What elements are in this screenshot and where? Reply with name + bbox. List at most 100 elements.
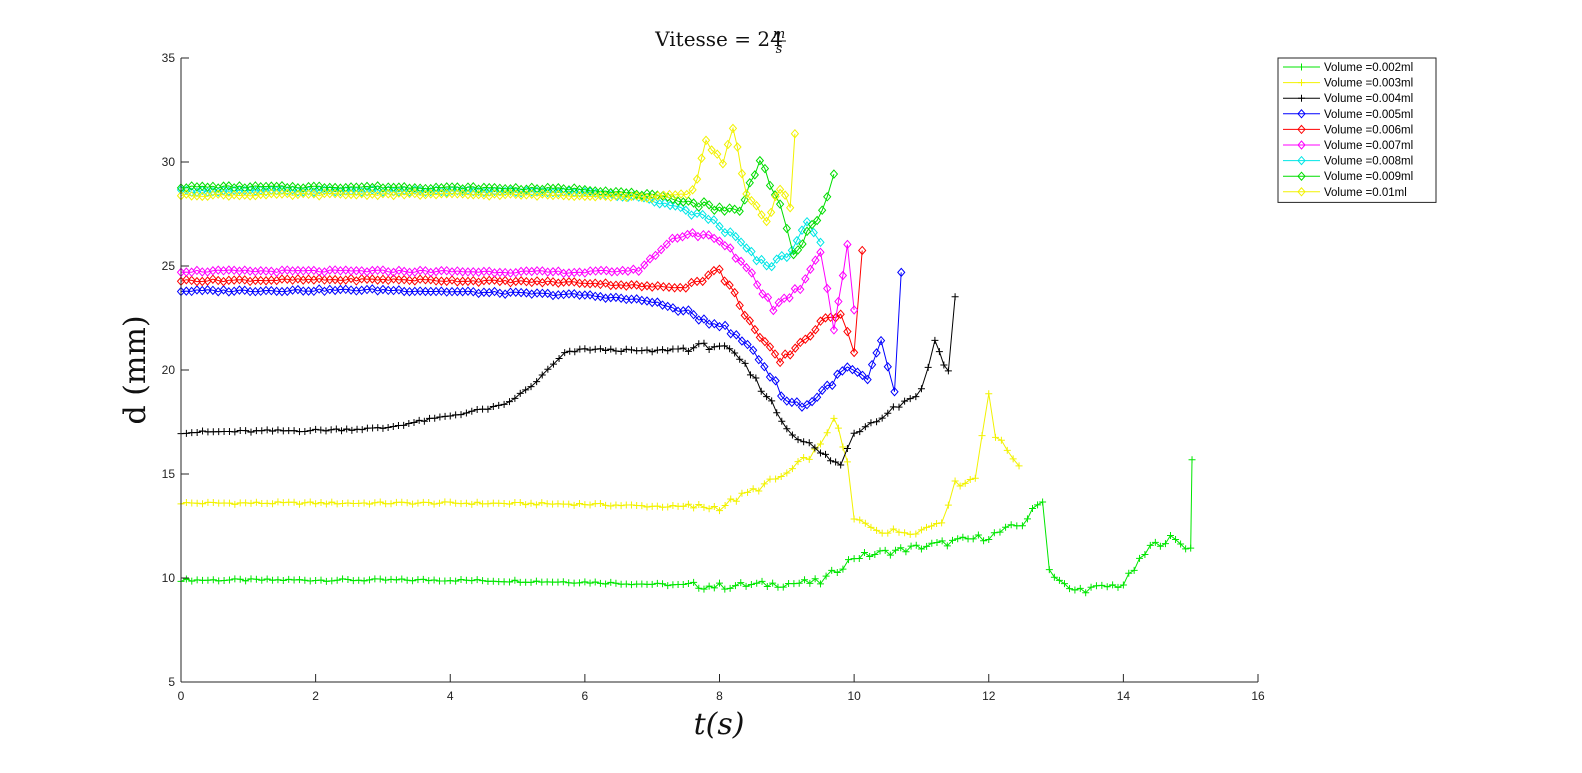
data-point-marker xyxy=(462,409,470,417)
data-point-marker xyxy=(1297,187,1306,197)
data-point-marker xyxy=(785,293,794,303)
plot-area xyxy=(176,123,1196,597)
data-point-marker xyxy=(843,362,852,372)
data-point-marker xyxy=(602,501,610,509)
data-point-marker xyxy=(673,233,682,243)
data-point-marker xyxy=(1103,583,1111,591)
data-point-marker xyxy=(346,273,356,284)
data-point-marker xyxy=(731,349,739,357)
data-point-marker xyxy=(384,182,393,192)
data-point-marker xyxy=(872,348,881,358)
data-point-marker xyxy=(653,502,661,510)
data-point-marker xyxy=(684,500,692,508)
chart-title-unit-numerator: m xyxy=(773,27,785,42)
y-tick-label: 15 xyxy=(162,467,176,481)
data-point-marker xyxy=(839,565,847,573)
data-point-marker xyxy=(299,188,308,199)
data-point-marker xyxy=(907,542,915,550)
data-point-marker xyxy=(468,500,476,508)
data-point-marker xyxy=(890,386,899,397)
data-point-marker xyxy=(811,255,820,265)
data-point-marker xyxy=(768,397,776,405)
data-point-marker xyxy=(554,182,563,193)
legend-label: Volume =0.006ml xyxy=(1324,124,1413,136)
data-point-marker xyxy=(346,285,356,295)
data-point-marker xyxy=(1007,521,1015,529)
data-point-marker xyxy=(690,578,698,586)
data-point-marker xyxy=(735,206,744,217)
data-point-marker xyxy=(800,438,808,446)
data-point-marker xyxy=(251,181,260,191)
data-point-marker xyxy=(748,345,758,356)
data-point-marker xyxy=(753,579,761,587)
data-point-marker xyxy=(479,577,487,585)
data-point-marker xyxy=(822,572,830,580)
data-point-marker xyxy=(723,139,733,150)
data-point-marker xyxy=(796,284,805,295)
data-point-marker xyxy=(742,243,751,253)
data-point-marker xyxy=(692,276,702,287)
data-point-marker xyxy=(645,254,655,264)
data-point-marker xyxy=(1146,541,1154,549)
data-point-marker xyxy=(538,499,546,507)
data-point-marker xyxy=(765,372,775,382)
data-point-marker xyxy=(912,530,920,538)
data-point-marker xyxy=(256,265,265,276)
data-point-marker xyxy=(676,189,686,199)
data-point-marker xyxy=(426,275,435,285)
data-point-marker xyxy=(301,499,309,507)
data-point-marker xyxy=(726,328,735,339)
data-point-marker xyxy=(770,349,780,359)
data-point-marker xyxy=(867,359,877,370)
data-point-marker xyxy=(720,240,730,251)
data-point-marker xyxy=(836,309,845,319)
data-point-marker xyxy=(378,188,388,199)
data-point-marker xyxy=(660,198,670,208)
data-point-marker xyxy=(267,185,276,195)
data-point-marker xyxy=(274,576,282,584)
data-point-marker xyxy=(505,500,513,508)
data-point-marker xyxy=(591,578,599,586)
data-point-marker xyxy=(679,580,687,588)
data-point-marker xyxy=(398,575,406,583)
data-point-marker xyxy=(726,584,734,592)
data-point-marker xyxy=(306,498,314,506)
data-point-marker xyxy=(684,580,692,588)
data-point-marker xyxy=(596,499,604,507)
data-point-marker xyxy=(538,189,547,199)
data-point-marker xyxy=(867,419,875,427)
data-point-marker xyxy=(430,576,438,584)
data-point-marker xyxy=(830,414,838,422)
data-point-marker xyxy=(699,314,709,324)
data-point-marker xyxy=(469,286,478,297)
data-point-marker xyxy=(365,500,373,508)
data-point-marker xyxy=(468,577,476,585)
data-point-marker xyxy=(715,202,724,212)
data-point-marker xyxy=(664,503,672,511)
data-point-marker xyxy=(849,305,859,315)
data-point-marker xyxy=(716,507,723,515)
data-point-marker xyxy=(575,190,584,201)
data-point-marker xyxy=(343,425,351,433)
data-point-marker xyxy=(565,500,573,508)
data-point-marker xyxy=(208,285,218,296)
data-point-marker xyxy=(726,227,735,237)
data-point-marker xyxy=(394,265,404,276)
data-point-marker xyxy=(328,577,336,585)
data-point-marker xyxy=(933,520,941,528)
data-point-marker xyxy=(817,205,827,215)
data-point-marker xyxy=(182,274,191,285)
data-point-marker xyxy=(267,266,276,277)
data-point-marker xyxy=(775,357,785,368)
data-point-marker xyxy=(263,426,271,434)
data-point-marker xyxy=(330,274,340,285)
data-point-marker xyxy=(362,181,372,192)
data-point-marker xyxy=(662,239,671,249)
data-point-marker xyxy=(750,324,760,335)
data-point-marker xyxy=(1087,583,1095,591)
data-point-marker xyxy=(457,575,465,583)
data-point-marker xyxy=(333,576,341,584)
data-point-marker xyxy=(214,265,223,275)
data-point-marker xyxy=(220,577,228,585)
data-point-marker xyxy=(713,149,722,159)
